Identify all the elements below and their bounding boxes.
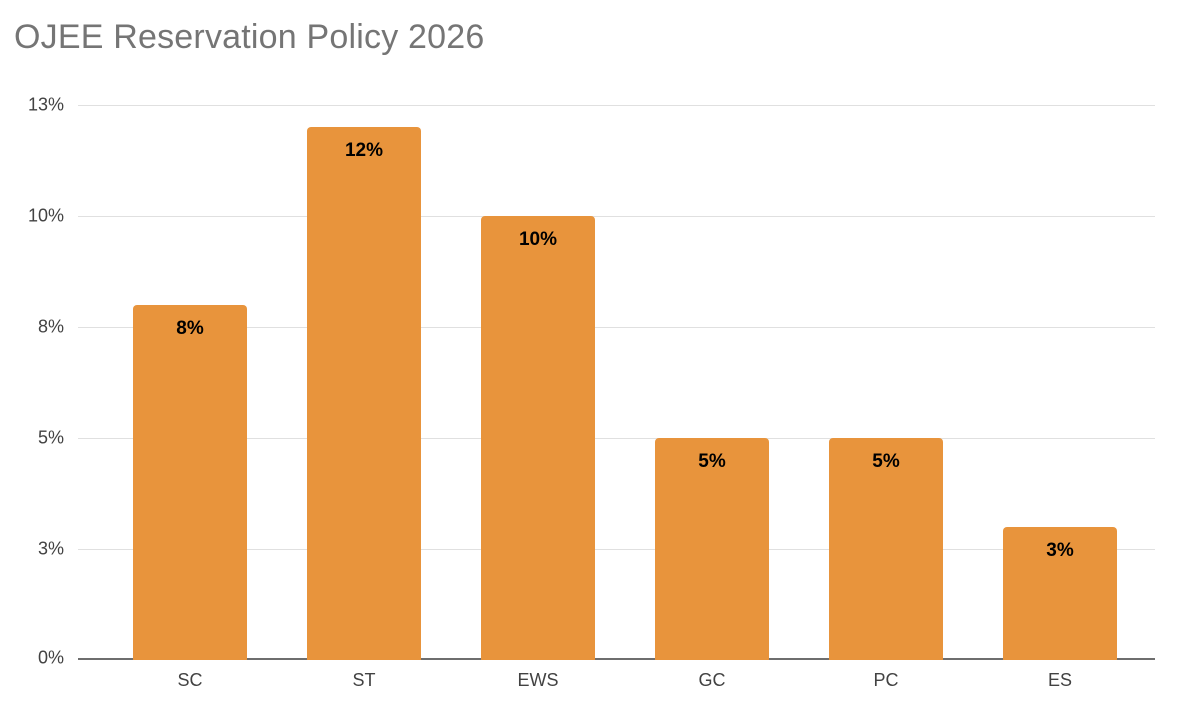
gridline: 3%	[38, 538, 1155, 558]
bar-slot-pc: 5%	[799, 105, 973, 660]
y-tick-label: 8%	[37, 316, 64, 336]
x-category-label-gc: GC	[698, 670, 726, 690]
bar-value-label: 12%	[344, 140, 384, 162]
bar-pc: 5%	[829, 438, 943, 660]
bar-slot-ews: 10%	[451, 105, 625, 660]
bar-sc: 8%	[133, 304, 247, 660]
x-category-label-st: ST	[352, 670, 376, 690]
gridline: 8%	[38, 316, 1155, 336]
bar-slot-es: 3%	[973, 105, 1147, 660]
bar-ews: 10%	[481, 216, 595, 660]
bar-gc: 5%	[655, 438, 769, 660]
bar-slot-st: 12%	[277, 105, 451, 660]
bar-value-label: 5%	[698, 451, 726, 472]
bar-st: 12%	[307, 127, 421, 660]
bar-value-label: 10%	[518, 229, 558, 250]
chart-title: OJEE Reservation Policy 2026	[14, 18, 485, 56]
y-tick-label: 13%	[27, 94, 64, 114]
plot-area: 0% 3% 5% 8% 10% 13% 8% 12% 10% 5% 5% 3% SC ST EWS GC P…	[28, 94, 1155, 690]
y-tick-label: 3%	[37, 538, 64, 558]
x-category-label-es: ES	[1047, 670, 1072, 690]
x-axis-line: 0%	[38, 648, 1155, 668]
bar-value-label: 5%	[872, 451, 900, 472]
gridline: 10%	[28, 205, 1155, 225]
bar-es: 3%	[1003, 526, 1117, 660]
bar-slot-gc: 5%	[625, 105, 799, 660]
bar-value-label: 3%	[1046, 539, 1074, 561]
x-category-label-pc: PC	[873, 670, 899, 690]
y-tick-label: 0%	[37, 647, 64, 668]
y-tick-label: 5%	[37, 427, 64, 447]
bars-row: 8% 12% 10% 5% 5% 3%	[103, 105, 1147, 660]
x-category-label-ews: EWS	[517, 670, 559, 690]
gridline: 13%	[28, 94, 1155, 114]
x-category-label-sc: SC	[177, 670, 203, 690]
bar-value-label: 8%	[176, 317, 204, 339]
bar-slot-sc: 8%	[103, 105, 277, 660]
y-tick-label: 10%	[27, 205, 64, 225]
gridline: 5%	[38, 427, 1155, 447]
x-axis-labels: SC ST EWS GC PC ES	[103, 670, 1147, 691]
